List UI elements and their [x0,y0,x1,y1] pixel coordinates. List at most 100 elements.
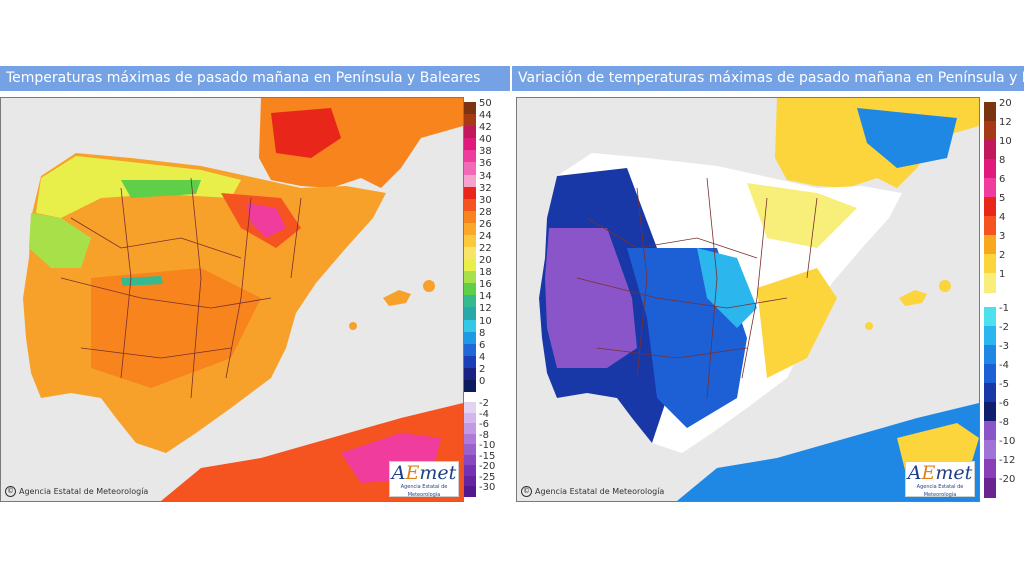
copyright-notice: © Agencia Estatal de Meteorología [5,486,148,497]
legend-label: -2 [479,398,489,409]
legend-label: 12 [479,303,492,315]
aemet-logo: AEmet Agencia Estatal de Meteorología [905,461,975,498]
legend-swatch [464,247,476,260]
province-borders [576,177,818,399]
legend-label: 24 [479,230,492,242]
legend-swatch [464,114,476,127]
legend-label: -30 [479,482,496,494]
legend-label: 2 [999,250,1006,261]
legend-swatch [464,271,476,284]
legend-swatch [464,222,476,236]
legend-swatch [464,234,476,248]
legend-swatch [464,210,476,224]
legend-label: 22 [479,243,492,254]
legend-label: 38 [479,146,492,158]
legend-swatch [984,364,996,384]
ibiza-land [349,322,357,330]
legend-swatch [984,440,996,460]
province-borders [60,177,302,399]
legend-swatch [984,421,996,441]
aemet-logo: AEmet Agencia Estatal de Meteorología [389,461,459,498]
legend-swatch [464,307,476,320]
east-yellow [757,268,837,378]
legend-label: 20 [999,98,1012,109]
legend-label: -25 [479,471,496,483]
legend-label: 36 [479,158,492,170]
left-panel: Temperaturas máximas de pasado mañana en… [0,66,510,502]
max-temperature-map-svg [1,98,463,501]
legend-swatch [464,412,476,424]
legend-label: -8 [999,417,1009,428]
variation-legend: 20 12 10 8 6 5 4 3 2 1 -1 -2 -3 -4 -5 -6 -8 -10 -12 -20 [984,98,1024,498]
legend-label: 10 [479,315,492,327]
legend-swatch [464,126,476,139]
right-panel-title: Variación de temperaturas máximas de pas… [512,66,1024,91]
legend-label: 2 [479,363,486,375]
legend-label: 40 [479,134,492,146]
mountains-teal [121,276,163,286]
legend-swatch [464,150,476,163]
legend-swatch [984,235,996,255]
legend-swatch [464,174,476,188]
left-panel-title: Temperaturas máximas de pasado mañana en… [0,66,510,91]
legend-label: -3 [999,341,1009,352]
legend-swatch [464,423,476,435]
legend-swatch [464,402,476,414]
legend-swatch [464,162,476,175]
menorca-land [423,280,435,292]
legend-label: 34 [479,170,492,182]
north-yellow [747,183,857,248]
legend-label: 42 [479,122,492,134]
legend-swatch [464,138,476,151]
legend-swatch [464,186,476,200]
legend-label: -12 [999,455,1016,466]
legend-swatch [464,486,476,498]
galicia-cool [29,213,91,268]
legend-label: 26 [479,218,492,230]
legend-label: 10 [999,136,1012,147]
legend-swatch [984,216,996,236]
temperature-legend: 50 44 42 40 38 36 34 32 30 28 26 24 22 20 18 16 14 12 10 8 6… [464,98,510,498]
legend-label: -20 [479,461,496,473]
legend-swatch [984,273,996,293]
centre-light-blue [697,248,757,328]
legend-swatch [984,345,996,365]
ibiza-land [865,322,873,330]
legend-label: -10 [999,436,1016,447]
legend-label: 6 [479,339,486,351]
temperature-variation-map: © Agencia Estatal de Meteorología AEmet … [516,97,980,502]
legend-label: 14 [479,291,492,303]
legend-label: 3 [999,231,1006,242]
legend-swatch [984,326,996,346]
portugal-purple [545,228,637,368]
legend-swatch [464,319,476,333]
legend-label: 28 [479,206,492,218]
legend-swatch [984,178,996,198]
legend-label: 50 [479,98,492,109]
france-hot-zone [271,108,341,158]
legend-label: -15 [479,450,496,462]
legend-label: 4 [999,212,1006,223]
legend-swatch [464,475,476,487]
legend-label: 16 [479,279,492,291]
copyright-icon: © [521,486,532,497]
legend-swatch [464,283,476,296]
legend-label: 8 [999,155,1006,166]
legend-swatch [464,454,476,466]
legend-label: 30 [479,194,492,206]
legend-swatch [464,355,476,369]
legend-swatch [464,465,476,477]
legend-swatch [464,367,476,381]
aemet-logo-word: AEmet [907,462,973,484]
legend-swatch [984,121,996,141]
copyright-text: Agencia Estatal de Meteorología [535,487,665,496]
africa-land [677,403,979,501]
legend-label: 1 [999,269,1006,280]
aemet-logo-subtitle: Agencia Estatal de Meteorología [916,484,964,498]
right-panel: Variación de temperaturas máximas de pas… [512,66,1024,502]
balearics-land [899,290,927,306]
max-temperature-map: © Agencia Estatal de Meteorología AEmet … [0,97,464,502]
legend-label: 18 [479,267,492,279]
legend-label: 5 [999,193,1006,204]
copyright-text: Agencia Estatal de Meteorología [19,487,149,496]
